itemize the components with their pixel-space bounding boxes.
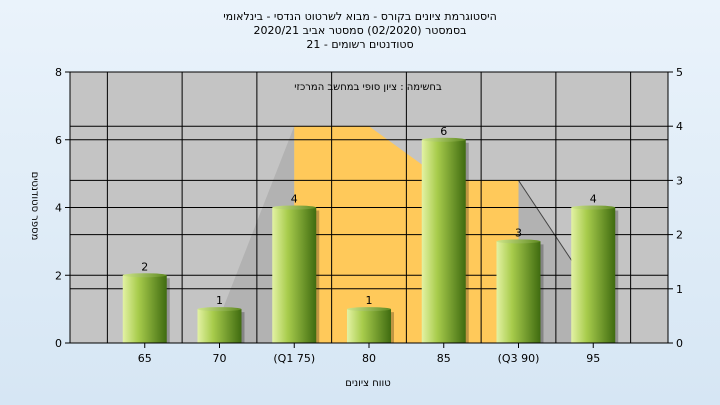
y2-tick-label: 5	[676, 66, 683, 79]
bar-value-label: 4	[590, 193, 597, 206]
chart-title-line-2: בסמסטר (02/2020) סמסטר אביב 2020/21	[253, 24, 467, 37]
bar-value-label: 3	[515, 226, 522, 239]
grid-layer	[70, 72, 668, 343]
bar-value-label: 6	[440, 125, 447, 138]
bars-layer: 2 1 4 1 6 3 4	[122, 125, 619, 343]
bar	[347, 309, 391, 343]
y-tick-label: 0	[55, 337, 62, 350]
bar-value-label: 1	[366, 294, 373, 307]
bar-cap	[496, 239, 541, 244]
y-tick-label: 8	[55, 66, 62, 79]
bar-cap	[197, 307, 242, 312]
x-tick-label: 65	[138, 352, 152, 365]
bar-value-label: 2	[141, 260, 148, 273]
x-tick-label: 85	[437, 352, 451, 365]
bar-cap	[272, 205, 317, 210]
x-tick-label: (Q1 75)	[273, 352, 315, 365]
bar-cap	[347, 307, 391, 312]
y-tick-label: 2	[55, 269, 62, 282]
x-tick-label: 95	[586, 352, 600, 365]
bar	[272, 207, 317, 343]
chart-title-line-3: סטודנטים רשומים - 21	[306, 38, 414, 51]
x-axis-label: טווח ציונים	[345, 378, 390, 389]
x-tick-label: 80	[362, 352, 376, 365]
y-tick-label: 6	[55, 134, 62, 147]
bar-value-label: 1	[216, 294, 223, 307]
y2-tick-label: 2	[676, 229, 683, 242]
y2-tick-label: 4	[676, 120, 683, 133]
y2-tick-label: 3	[676, 174, 683, 187]
bar-cap	[421, 137, 466, 142]
bar	[122, 275, 167, 343]
bar-cap	[571, 205, 616, 210]
bar-cap	[122, 273, 167, 278]
x-tick-label: 70	[213, 352, 227, 365]
y2-tick-label: 1	[676, 283, 683, 296]
bar	[421, 139, 466, 343]
x-tick-label: (Q3 90)	[498, 352, 540, 365]
bar	[496, 241, 541, 343]
chart-annotation: בחשימה : ציון סופי במחשב המרכזי	[294, 82, 442, 93]
bar	[197, 309, 242, 343]
bar-value-label: 4	[291, 193, 298, 206]
bar	[571, 207, 616, 343]
y-axis-label: מספר סטודנטים	[29, 172, 40, 241]
y-tick-label: 4	[55, 202, 62, 215]
y2-tick-label: 0	[676, 337, 683, 350]
chart-title-line-1: היסטוגרמת ציונים בקורס - מבוא לשרטוט הנד…	[223, 10, 497, 23]
